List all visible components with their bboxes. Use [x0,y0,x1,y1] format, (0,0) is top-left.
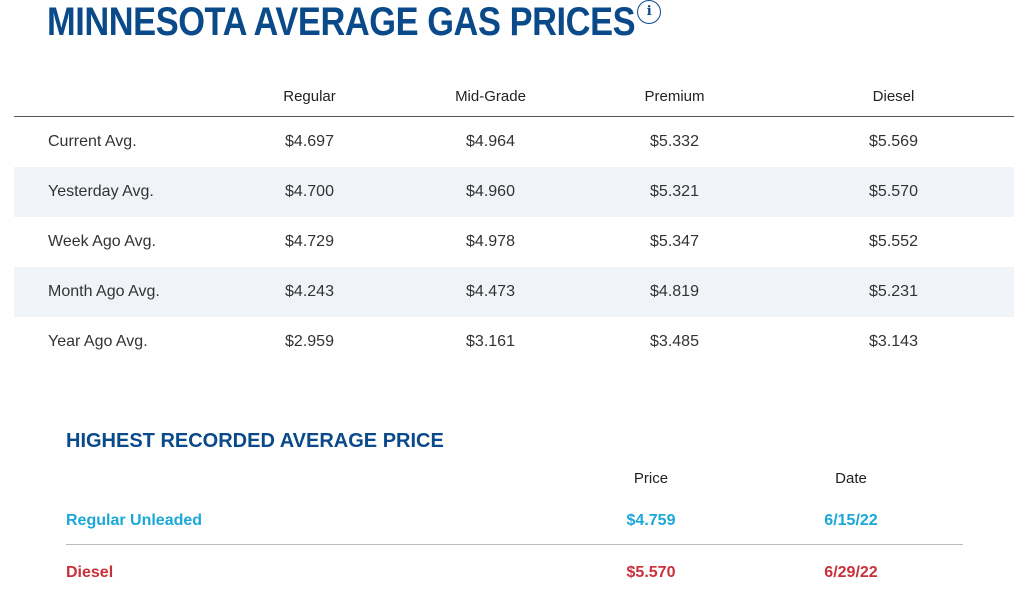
row-label: Yesterday Avg. [14,167,214,217]
price-cell-regular: $4.700 [214,167,405,217]
row-label: Week Ago Avg. [48,233,156,250]
price-cell-mid-grade: $3.161 [466,333,515,350]
price-cell-diesel: $5.231 [773,267,1014,317]
price-cell-regular: $4.697 [285,133,334,150]
highest-row-divider [66,544,963,545]
price-cell-premium: $5.332 [650,133,699,150]
price-cell-regular: $4.729 [285,233,334,250]
column-header-mid-grade: Mid-Grade [405,76,576,117]
highest-row-diesel: Diesel $5.570 6/29/22 [66,550,963,596]
highest-price-header: Price [633,470,669,487]
table-row-current: Current Avg. $4.697 $4.964 $5.332 $5.569 [14,117,1014,168]
info-icon[interactable]: i [636,0,661,24]
price-cell-diesel: $5.569 [869,133,918,150]
column-header-label [14,76,214,117]
table-header-row: Regular Mid-Grade Premium Diesel [14,76,1014,117]
highest-row-regular-unleaded: Regular Unleaded $4.759 6/15/22 [66,498,963,544]
price-cell-mid-grade: $4.964 [466,133,515,150]
highest-recorded-title: HIGHEST RECORDED AVERAGE PRICE [66,430,444,452]
table-row-month-ago: Month Ago Avg. $4.243 $4.473 $4.819 $5.2… [14,267,1014,317]
average-prices-table: Regular Mid-Grade Premium Diesel Current… [14,76,1014,367]
column-header-diesel: Diesel [773,76,1014,117]
page-title-text: MINNESOTA AVERAGE GAS PRICES [47,0,636,44]
price-cell-mid-grade: $4.978 [466,233,515,250]
row-label: Month Ago Avg. [14,267,214,317]
price-cell-diesel: $5.570 [773,167,1014,217]
highest-row-date: 6/29/22 [824,564,878,581]
row-label: Year Ago Avg. [48,333,148,350]
highest-row-label: Regular Unleaded [66,512,203,529]
price-cell-diesel: $3.143 [869,333,918,350]
price-cell-premium: $5.321 [576,167,773,217]
table-row-yesterday: Yesterday Avg. $4.700 $4.960 $5.321 $5.5… [14,167,1014,217]
highest-row-label: Diesel [66,564,114,581]
table-row-week-ago: Week Ago Avg. $4.729 $4.978 $5.347 $5.55… [14,217,1014,267]
price-cell-regular: $2.959 [285,333,334,350]
price-cell-premium: $4.819 [576,267,773,317]
page-title: MINNESOTA AVERAGE GAS PRICES i [47,0,661,46]
price-cell-mid-grade: $4.960 [405,167,576,217]
highest-row-price: $4.759 [626,512,676,529]
price-cell-mid-grade: $4.473 [405,267,576,317]
highest-row-price: $5.570 [626,564,676,581]
price-cell-premium: $3.485 [650,333,699,350]
price-cell-premium: $5.347 [650,233,699,250]
column-header-premium: Premium [576,76,773,117]
price-cell-regular: $4.243 [214,267,405,317]
row-label: Current Avg. [48,133,137,150]
highest-date-header: Date [835,470,867,487]
highest-row-date: 6/15/22 [824,512,878,529]
table-row-year-ago: Year Ago Avg. $2.959 $3.161 $3.485 $3.14… [14,317,1014,367]
price-cell-diesel: $5.552 [869,233,918,250]
column-header-regular: Regular [214,76,405,117]
